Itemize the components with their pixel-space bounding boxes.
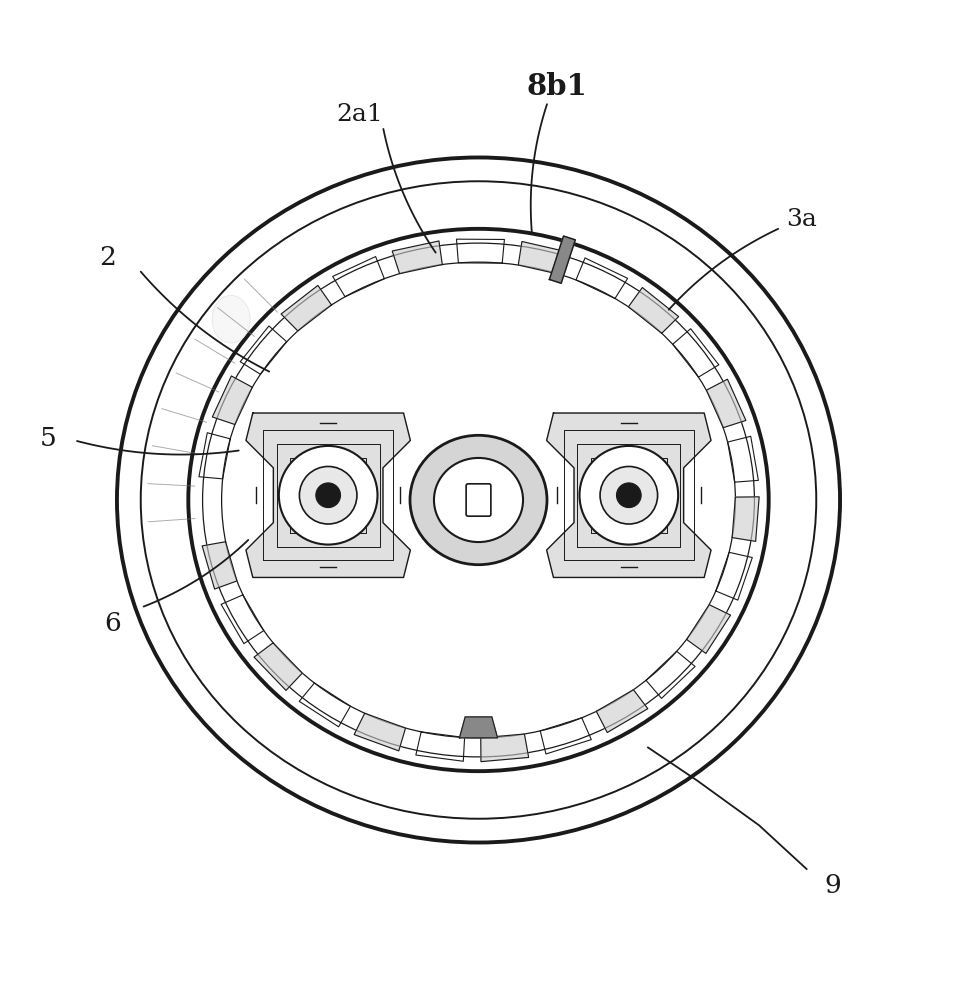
Text: 9: 9 [824,873,841,898]
Polygon shape [246,413,411,577]
Circle shape [580,446,679,545]
Text: 2: 2 [99,245,116,270]
Ellipse shape [212,295,250,343]
Circle shape [300,466,357,524]
Ellipse shape [410,435,547,565]
Polygon shape [254,643,302,690]
Polygon shape [519,242,568,275]
Polygon shape [732,497,759,541]
Polygon shape [549,236,575,283]
Text: 5: 5 [40,426,56,451]
Text: 3a: 3a [787,208,817,231]
Polygon shape [202,542,237,589]
Polygon shape [706,379,746,428]
Text: 8b1: 8b1 [526,72,587,101]
Polygon shape [629,288,679,333]
Polygon shape [392,241,442,274]
Circle shape [316,483,341,508]
Polygon shape [480,734,528,762]
Text: 6: 6 [103,611,121,636]
Polygon shape [596,690,648,732]
Text: 2a1: 2a1 [336,103,383,126]
Ellipse shape [434,458,523,542]
FancyBboxPatch shape [466,484,491,516]
Polygon shape [686,605,730,653]
Polygon shape [212,376,253,425]
Circle shape [600,466,657,524]
Polygon shape [354,713,406,751]
Polygon shape [459,717,498,738]
Polygon shape [281,285,331,331]
Polygon shape [546,413,711,577]
Circle shape [278,446,377,545]
Circle shape [616,483,641,508]
